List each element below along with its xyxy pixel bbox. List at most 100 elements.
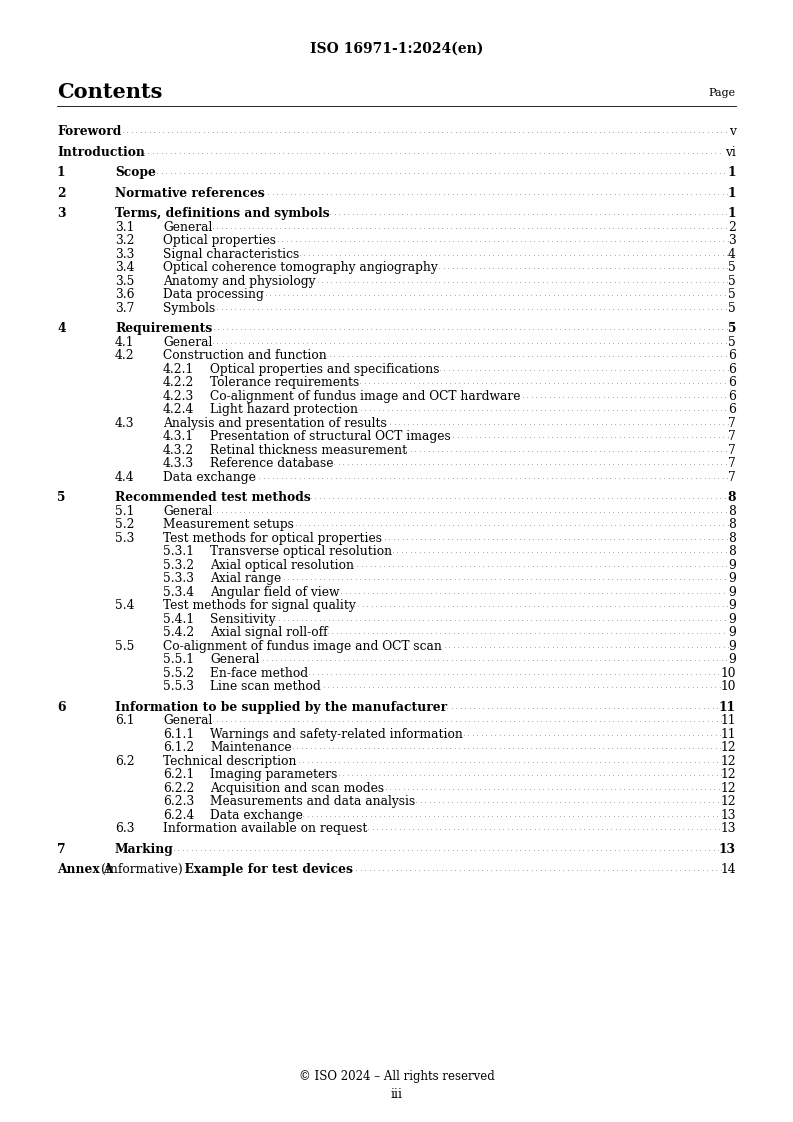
Text: 9: 9	[728, 559, 736, 571]
Text: Data exchange: Data exchange	[210, 809, 303, 821]
Text: 1: 1	[57, 166, 66, 180]
Text: 9: 9	[728, 599, 736, 611]
Text: 7: 7	[728, 443, 736, 457]
Text: Axial signal roll-off: Axial signal roll-off	[210, 626, 328, 640]
Text: 5.4.2: 5.4.2	[163, 626, 194, 640]
Text: 11: 11	[721, 714, 736, 727]
Text: 5.1: 5.1	[115, 505, 134, 517]
Text: 7: 7	[57, 843, 66, 855]
Text: Normative references: Normative references	[115, 186, 265, 200]
Text: 1: 1	[727, 186, 736, 200]
Text: Test methods for optical properties: Test methods for optical properties	[163, 532, 382, 544]
Text: 5: 5	[728, 261, 736, 274]
Text: 2: 2	[57, 186, 66, 200]
Text: 5.3.4: 5.3.4	[163, 586, 194, 598]
Text: 7: 7	[728, 416, 736, 430]
Text: 4.3: 4.3	[115, 416, 135, 430]
Text: 5.2: 5.2	[115, 518, 135, 531]
Text: Axial range: Axial range	[210, 572, 282, 585]
Text: Imaging parameters: Imaging parameters	[210, 767, 337, 781]
Text: General: General	[163, 335, 213, 349]
Text: 4.2: 4.2	[115, 349, 135, 362]
Text: Co-alignment of fundus image and OCT scan: Co-alignment of fundus image and OCT sca…	[163, 640, 442, 653]
Text: 3.5: 3.5	[115, 275, 134, 287]
Text: 4.3.1: 4.3.1	[163, 430, 194, 443]
Text: Measurement setups: Measurement setups	[163, 518, 294, 531]
Text: Recommended test methods: Recommended test methods	[115, 491, 311, 504]
Text: 3.1: 3.1	[115, 221, 134, 233]
Text: 8: 8	[727, 491, 736, 504]
Text: Data exchange: Data exchange	[163, 470, 256, 484]
Text: 4.2.4: 4.2.4	[163, 403, 194, 416]
Text: 3.6: 3.6	[115, 288, 135, 301]
Text: Signal characteristics: Signal characteristics	[163, 248, 299, 260]
Text: 10: 10	[721, 666, 736, 680]
Text: 3: 3	[728, 234, 736, 247]
Text: 6: 6	[728, 362, 736, 376]
Text: Co-alignment of fundus image and OCT hardware: Co-alignment of fundus image and OCT har…	[210, 389, 520, 403]
Text: Example for test devices: Example for test devices	[175, 863, 352, 876]
Text: Test methods for signal quality: Test methods for signal quality	[163, 599, 356, 611]
Text: 6.1.2: 6.1.2	[163, 741, 194, 754]
Text: 4.2.1: 4.2.1	[163, 362, 194, 376]
Text: Warnings and safety-related information: Warnings and safety-related information	[210, 727, 463, 741]
Text: 2: 2	[728, 221, 736, 233]
Text: Transverse optical resolution: Transverse optical resolution	[210, 545, 392, 558]
Text: 14: 14	[720, 863, 736, 876]
Text: 6.1: 6.1	[115, 714, 135, 727]
Text: 6.2.4: 6.2.4	[163, 809, 194, 821]
Text: 6: 6	[728, 403, 736, 416]
Text: Information to be supplied by the manufacturer: Information to be supplied by the manufa…	[115, 700, 447, 714]
Text: 4.4: 4.4	[115, 470, 135, 484]
Text: General: General	[210, 653, 259, 666]
Text: 9: 9	[728, 572, 736, 585]
Text: Optical properties and specifications: Optical properties and specifications	[210, 362, 439, 376]
Text: 6: 6	[57, 700, 66, 714]
Text: 12: 12	[720, 782, 736, 794]
Text: 8: 8	[728, 532, 736, 544]
Text: 12: 12	[720, 767, 736, 781]
Text: 5.3.2: 5.3.2	[163, 559, 194, 571]
Text: Analysis and presentation of results: Analysis and presentation of results	[163, 416, 387, 430]
Text: 7: 7	[728, 470, 736, 484]
Text: Tolerance requirements: Tolerance requirements	[210, 376, 359, 389]
Text: Reference database: Reference database	[210, 457, 334, 470]
Text: 5: 5	[728, 275, 736, 287]
Text: General: General	[163, 221, 213, 233]
Text: 5.3: 5.3	[115, 532, 134, 544]
Text: 8: 8	[728, 518, 736, 531]
Text: 7: 7	[728, 457, 736, 470]
Text: Data processing: Data processing	[163, 288, 264, 301]
Text: 13: 13	[721, 809, 736, 821]
Text: v: v	[729, 125, 736, 138]
Text: Angular field of view: Angular field of view	[210, 586, 339, 598]
Text: Marking: Marking	[115, 843, 174, 855]
Text: 6: 6	[728, 376, 736, 389]
Text: 13: 13	[721, 822, 736, 835]
Text: Technical description: Technical description	[163, 754, 297, 767]
Text: 6.2: 6.2	[115, 754, 135, 767]
Text: 5.3.3: 5.3.3	[163, 572, 194, 585]
Text: 6.2.2: 6.2.2	[163, 782, 194, 794]
Text: 9: 9	[728, 586, 736, 598]
Text: Page: Page	[709, 88, 736, 98]
Text: 9: 9	[728, 613, 736, 625]
Text: 6: 6	[728, 349, 736, 362]
Text: Contents: Contents	[57, 82, 163, 102]
Text: 5: 5	[728, 288, 736, 301]
Text: 12: 12	[720, 795, 736, 808]
Text: 4.1: 4.1	[115, 335, 135, 349]
Text: 11: 11	[719, 700, 736, 714]
Text: 12: 12	[720, 754, 736, 767]
Text: Light hazard protection: Light hazard protection	[210, 403, 358, 416]
Text: Scope: Scope	[115, 166, 156, 180]
Text: 1: 1	[727, 166, 736, 180]
Text: 6.2.1: 6.2.1	[163, 767, 194, 781]
Text: 4.2.2: 4.2.2	[163, 376, 194, 389]
Text: Construction and function: Construction and function	[163, 349, 327, 362]
Text: 3.7: 3.7	[115, 302, 134, 314]
Text: 4.3.2: 4.3.2	[163, 443, 194, 457]
Text: Maintenance: Maintenance	[210, 741, 292, 754]
Text: 8: 8	[728, 545, 736, 558]
Text: Optical coherence tomography angiography: Optical coherence tomography angiography	[163, 261, 438, 274]
